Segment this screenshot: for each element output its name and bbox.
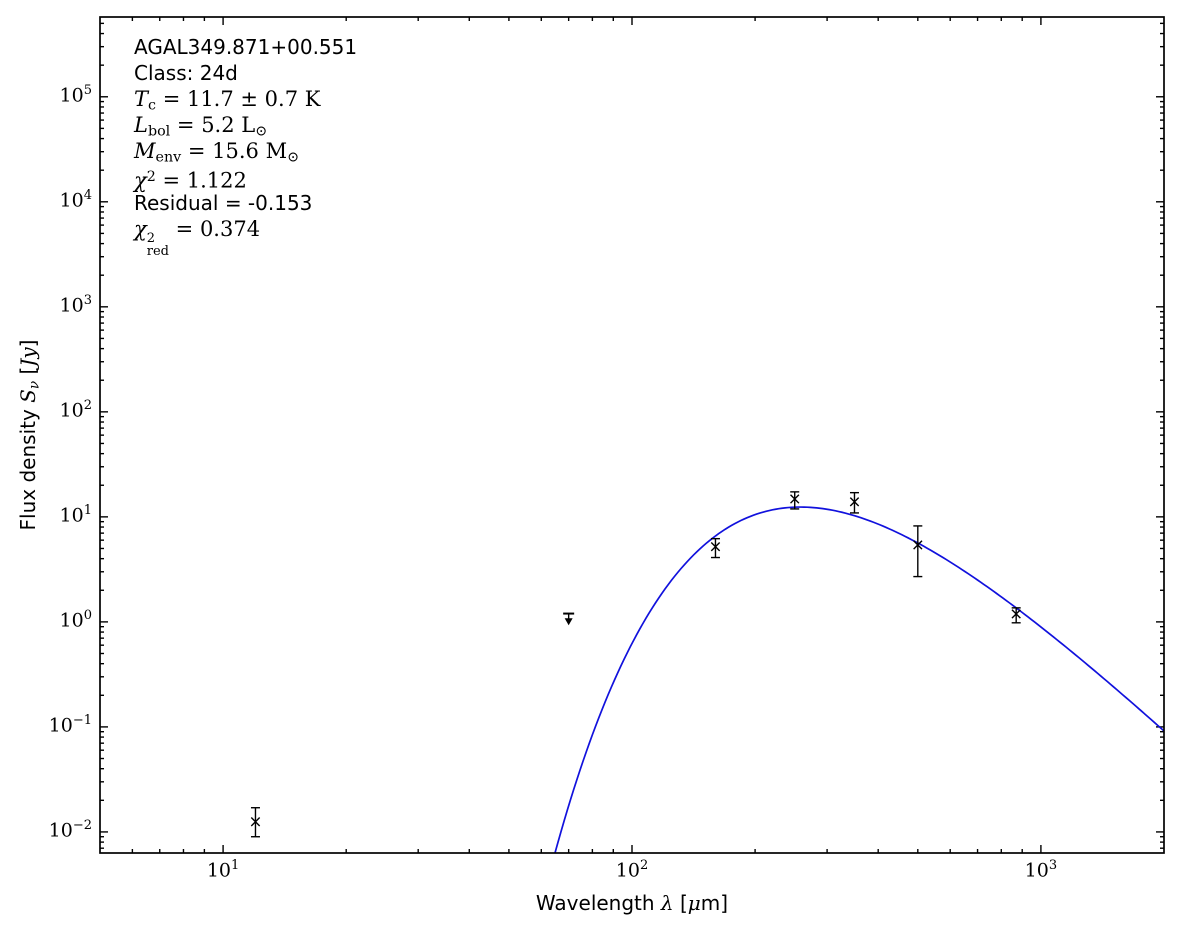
data-point: [250, 807, 261, 838]
annotation-line-residual: Residual = -0.153: [134, 191, 313, 215]
data-point: [913, 525, 923, 578]
y-tick-label: 102: [59, 397, 92, 422]
y-tick-label: 104: [59, 187, 92, 212]
annotation-line-temperature: Tc = 11.7 ± 0.7 K: [134, 87, 321, 114]
upper-limit-arrow: [564, 618, 573, 626]
annotation-line-envelope-mass: Menv = 15.6 M⊙: [134, 139, 300, 166]
data-point: [1011, 607, 1021, 624]
y-axis-label: Flux density Sν [Jy]: [16, 339, 43, 531]
x-axis-label: Wavelength λ [μm]: [535, 891, 729, 915]
y-tick-label: 105: [59, 82, 92, 107]
annotation-line-chi-square: χ2 = 1.122: [134, 168, 247, 193]
data-points: [250, 491, 1021, 838]
y-tick-label: 101: [59, 502, 92, 527]
x-tick-label: 103: [1024, 858, 1058, 882]
data-point: [563, 612, 575, 626]
y-tick-label: 103: [59, 292, 92, 317]
fit-parameters-annotation: AGAL349.871+00.551 Class: 24d Tc = 11.7 ± …: [134, 34, 358, 259]
annotation-line-class-label: Class: 24d: [134, 61, 238, 85]
x-tick-label: 101: [206, 858, 240, 882]
x-tick-label: 102: [615, 858, 649, 882]
y-tick-label: 10−2: [48, 817, 92, 842]
y-tick-label: 10−1: [48, 712, 92, 737]
data-point: [790, 491, 800, 510]
data-point: [849, 491, 860, 514]
annotation-line-chi-square-reduced: χ 2 red = 0.374: [134, 217, 261, 259]
annotation-line-luminosity: Lbol = 5.2 L⊙: [134, 113, 268, 140]
plot-frame: [99, 16, 1165, 854]
y-tick-label: 100: [59, 607, 92, 632]
annotation-line-source-name: AGAL349.871+00.551: [134, 35, 358, 59]
data-point: [710, 537, 721, 559]
model-curve: [554, 506, 1164, 853]
